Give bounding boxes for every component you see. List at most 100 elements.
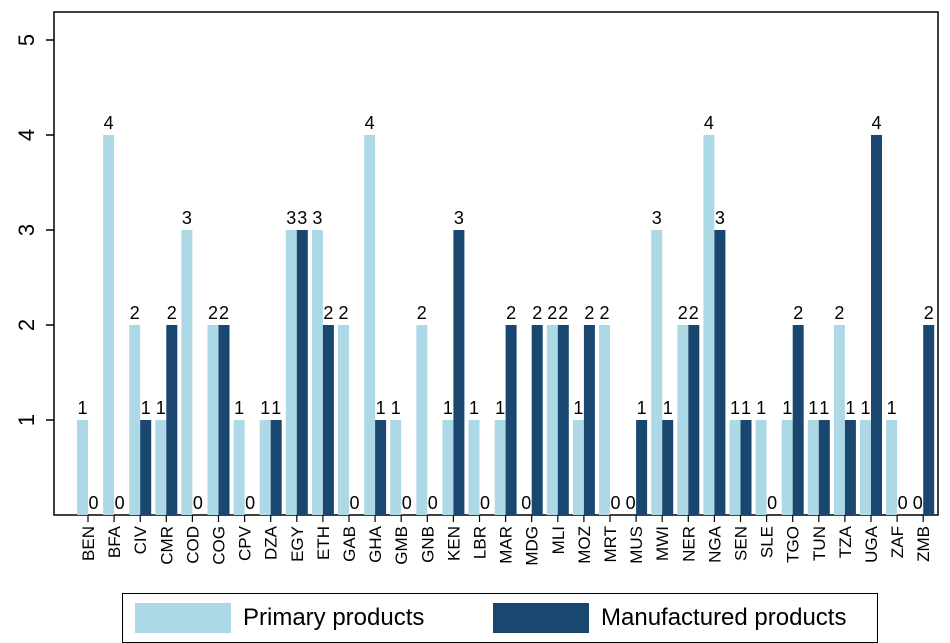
data-label-primary: 1 <box>887 398 897 418</box>
bar-primary <box>233 420 245 515</box>
data-label-manufactured: 2 <box>219 303 229 323</box>
x-tick-label: TGO <box>784 526 803 563</box>
bar-primary <box>155 420 167 515</box>
x-tick-label: ETH <box>314 526 333 560</box>
bar-primary <box>860 420 871 515</box>
x-tick-label: GAB <box>340 526 359 562</box>
bar-primary <box>442 420 454 515</box>
bar-primary <box>416 325 428 515</box>
legend-swatch-manufactured <box>493 603 589 633</box>
x-tick-label: GHA <box>366 525 385 563</box>
data-label-primary: 4 <box>104 113 114 133</box>
bar-primary <box>781 420 793 515</box>
bar-primary <box>677 325 689 515</box>
legend-item-manufactured: Manufactured products <box>493 603 846 633</box>
data-label-manufactured: 0 <box>402 493 412 513</box>
bar-manufactured <box>844 420 856 515</box>
data-label-manufactured: 2 <box>584 303 594 323</box>
data-label-manufactured: 2 <box>532 303 542 323</box>
x-tick-label: DZA <box>262 525 281 560</box>
data-label-primary: 0 <box>913 493 923 513</box>
bar-manufactured <box>818 420 830 515</box>
bar-primary <box>729 420 741 515</box>
bar-primary <box>77 420 88 515</box>
bar-primary <box>886 420 898 515</box>
y-tick-label: 2 <box>14 319 39 331</box>
data-label-manufactured: 1 <box>741 398 751 418</box>
x-tick-label: CMR <box>157 526 176 565</box>
bar-manufactured <box>923 325 935 515</box>
bar-primary <box>494 420 506 515</box>
data-label-manufactured: 1 <box>845 398 855 418</box>
bar-manufactured <box>322 325 334 515</box>
x-tick-label: MUS <box>627 526 646 564</box>
data-label-manufactured: 3 <box>715 208 725 228</box>
x-tick-label: KEN <box>444 526 463 561</box>
data-label-primary: 1 <box>495 398 505 418</box>
data-label-manufactured: 0 <box>88 493 98 513</box>
data-label-primary: 2 <box>834 303 844 323</box>
data-label-manufactured: 0 <box>767 493 777 513</box>
bar-primary <box>572 420 584 515</box>
data-label-primary: 3 <box>182 208 192 228</box>
bar-primary <box>468 420 480 515</box>
data-label-primary: 1 <box>443 398 453 418</box>
x-tick-label: MDG <box>523 526 542 566</box>
bar-primary <box>129 325 141 515</box>
data-label-primary: 1 <box>808 398 818 418</box>
data-label-primary: 1 <box>260 398 270 418</box>
bar-manufactured <box>871 135 882 515</box>
x-tick-label: BEN <box>79 526 98 561</box>
x-tick-label: BFA <box>105 525 124 558</box>
bar-manufactured <box>505 325 517 515</box>
data-label-manufactured: 0 <box>245 493 255 513</box>
legend-label-primary: Primary products <box>243 604 425 631</box>
data-label-primary: 2 <box>599 303 609 323</box>
data-label-manufactured: 1 <box>819 398 829 418</box>
x-tick-label: MRT <box>601 526 620 563</box>
data-label-primary: 1 <box>782 398 792 418</box>
x-tick-label: COD <box>183 526 202 564</box>
data-label-primary: 1 <box>234 398 244 418</box>
x-tick-label: UGA <box>862 525 881 563</box>
bar-manufactured <box>375 420 387 515</box>
data-label-primary: 1 <box>860 398 870 418</box>
bar-primary <box>311 230 323 515</box>
bar-primary <box>651 230 663 515</box>
data-label-primary: 0 <box>626 493 636 513</box>
data-label-primary: 2 <box>678 303 688 323</box>
data-label-manufactured: 0 <box>349 493 359 513</box>
x-tick-label: ZMB <box>914 526 933 562</box>
data-label-primary: 1 <box>730 398 740 418</box>
data-label-manufactured: 0 <box>428 493 438 513</box>
bar-primary <box>833 325 845 515</box>
data-label-primary: 1 <box>77 398 87 418</box>
bar-manufactured <box>166 325 178 515</box>
bar-primary <box>338 325 349 515</box>
bar-manufactured <box>688 325 700 515</box>
data-label-manufactured: 1 <box>141 398 151 418</box>
bar-primary <box>755 420 767 515</box>
data-label-manufactured: 1 <box>637 398 647 418</box>
data-label-manufactured: 0 <box>480 493 490 513</box>
data-label-manufactured: 2 <box>924 303 934 323</box>
bar-primary <box>181 230 193 515</box>
data-label-primary: 2 <box>547 303 557 323</box>
data-label-manufactured: 0 <box>193 493 203 513</box>
data-label-primary: 3 <box>652 208 662 228</box>
data-label-primary: 2 <box>417 303 427 323</box>
data-label-primary: 4 <box>704 113 714 133</box>
data-label-primary: 1 <box>573 398 583 418</box>
x-tick-label: MLI <box>549 526 568 554</box>
legend-swatch-primary <box>135 603 231 633</box>
data-label-manufactured: 4 <box>871 113 881 133</box>
y-tick-label: 5 <box>14 34 39 46</box>
x-tick-label: CPV <box>236 525 255 561</box>
data-label-manufactured: 2 <box>689 303 699 323</box>
data-label-manufactured: 1 <box>271 398 281 418</box>
y-tick-label: 3 <box>14 224 39 236</box>
data-label-manufactured: 0 <box>898 493 908 513</box>
data-label-manufactured: 2 <box>167 303 177 323</box>
bar-manufactured <box>636 420 648 515</box>
